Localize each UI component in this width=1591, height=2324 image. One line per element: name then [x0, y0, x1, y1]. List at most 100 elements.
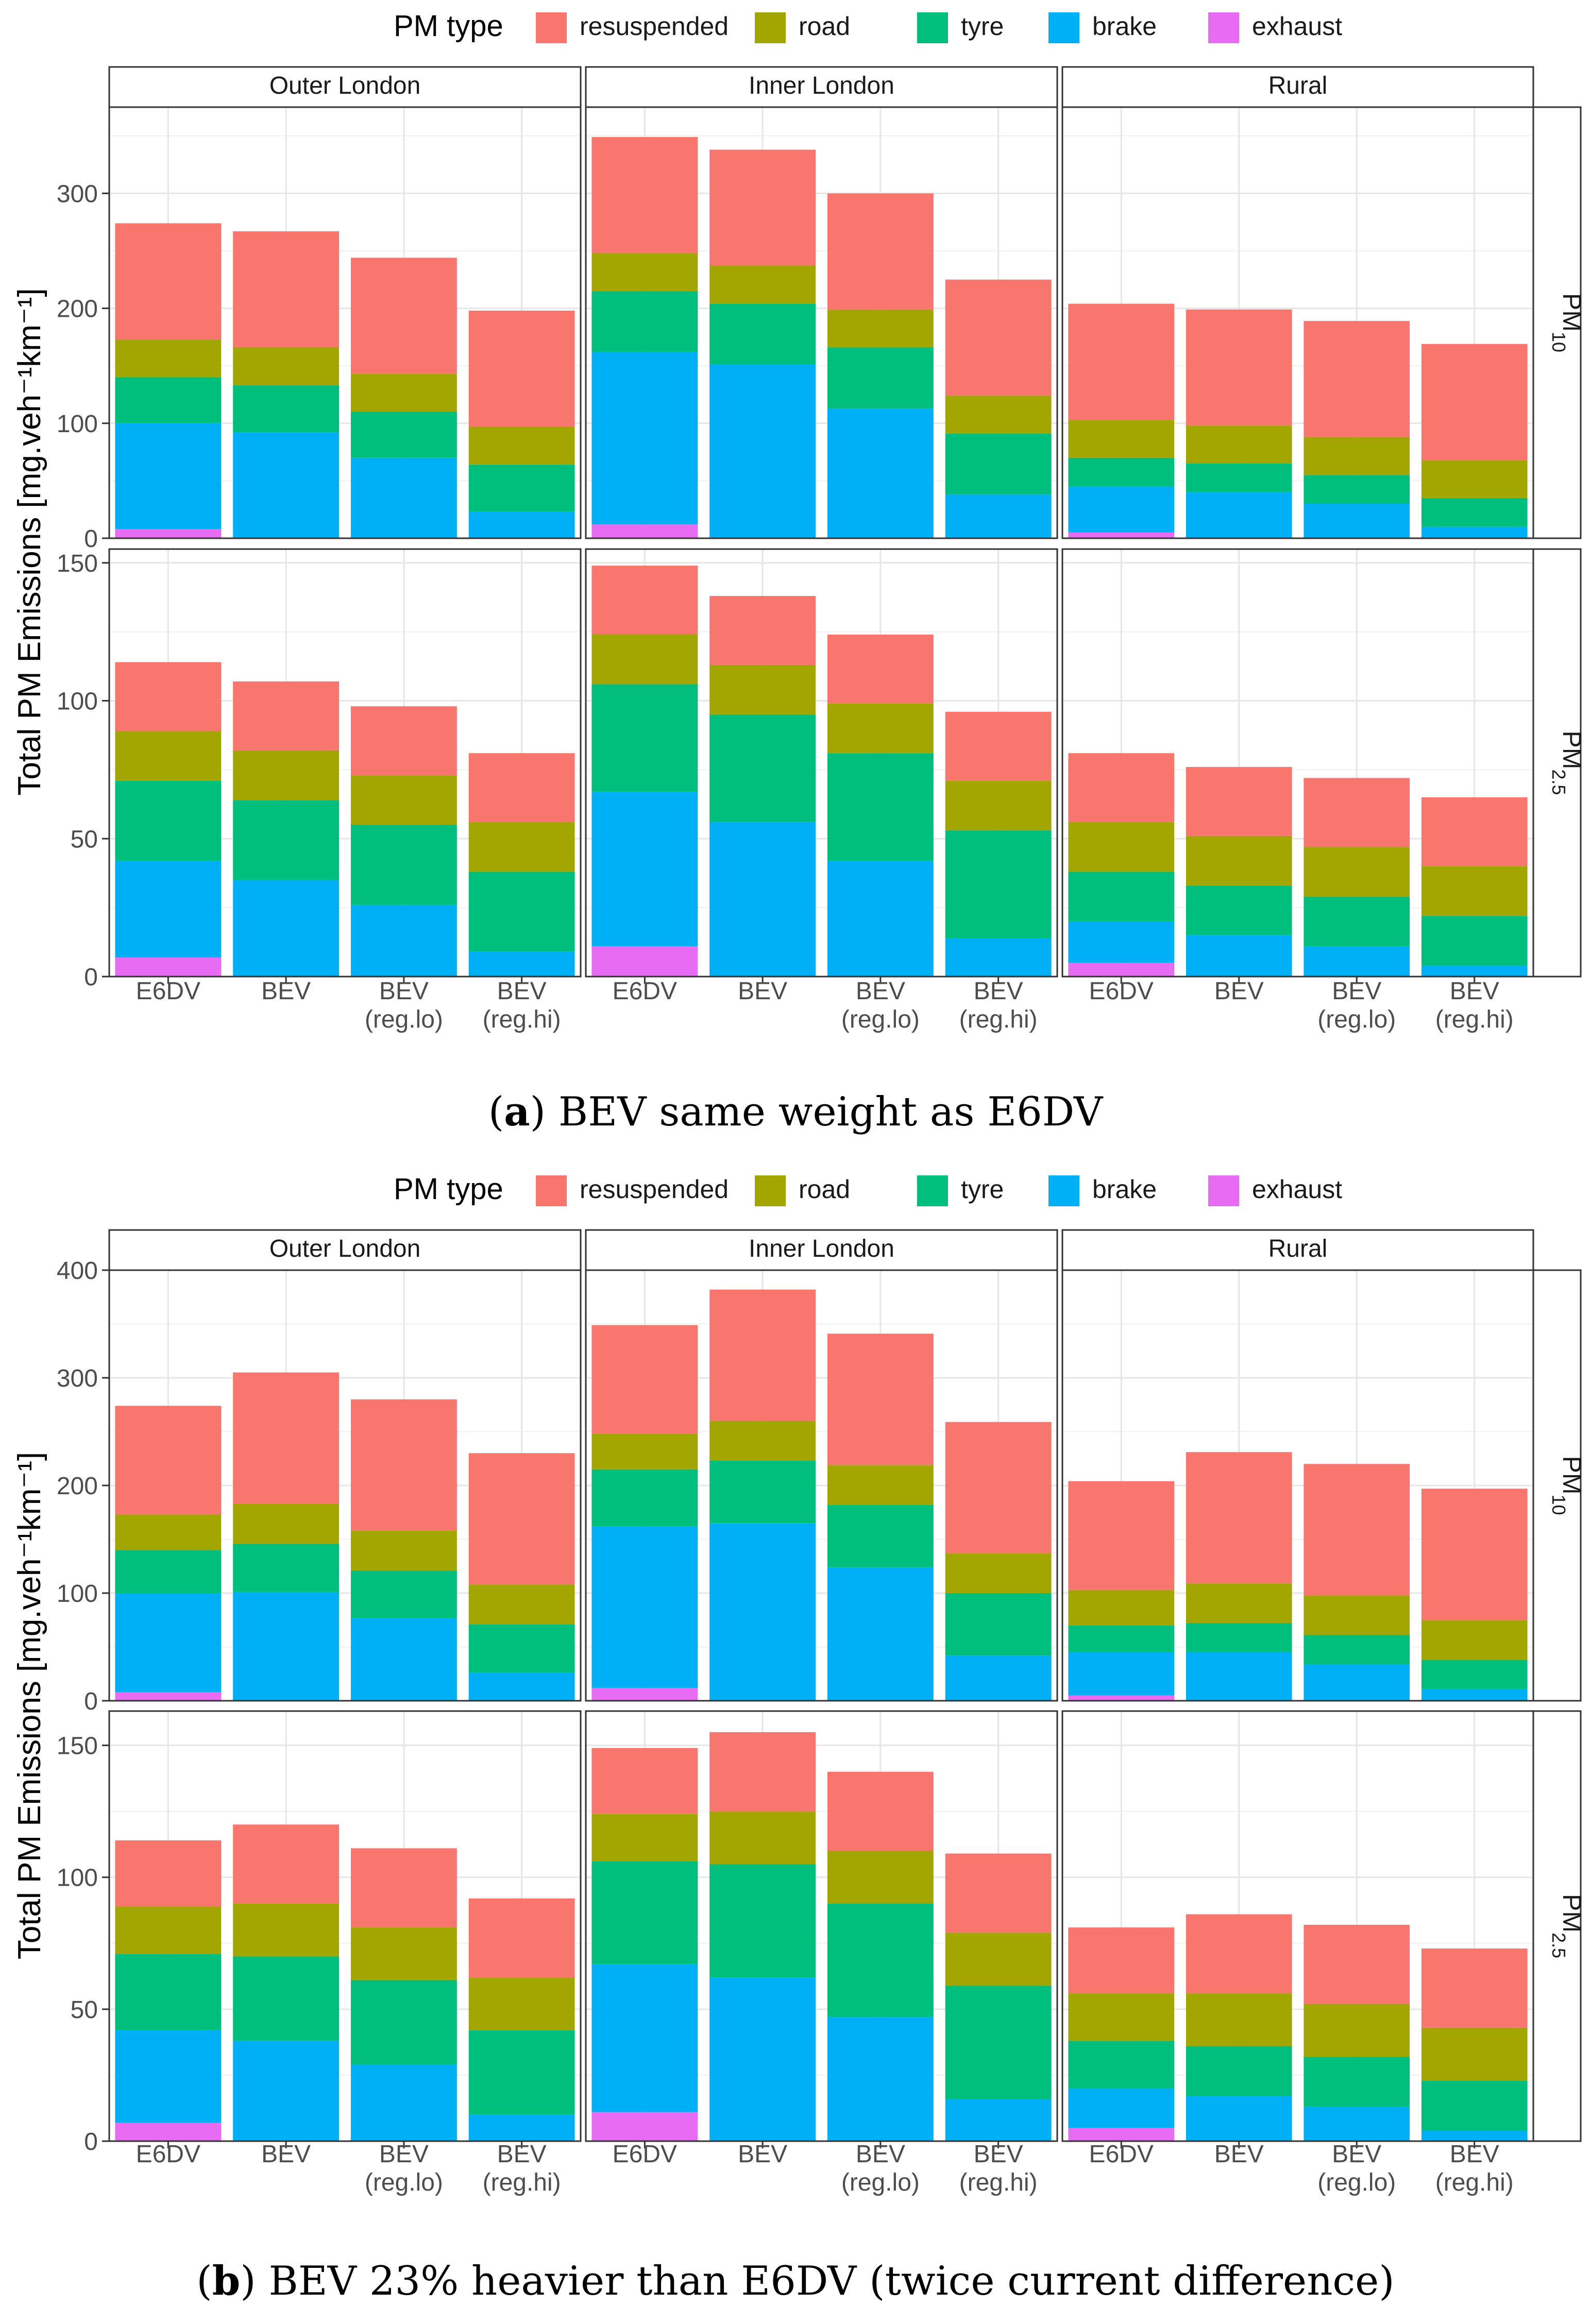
bar-exhaust-e6dv [115, 2123, 222, 2141]
bar-resuspended-bev [709, 596, 816, 665]
bar-road-bev [233, 1503, 340, 1544]
bar-tyre-e6dv [1068, 2041, 1175, 2089]
bar-road-bev-reg-hi [468, 1977, 575, 2030]
bar-road-e6dv [1068, 822, 1175, 872]
bar-tyre-e6dv [591, 1469, 698, 1527]
bar-brake-e6dv [591, 1526, 698, 1688]
bar-resuspended-bev [1186, 767, 1292, 836]
facet-strip-inner-london [585, 66, 1058, 108]
bar-exhaust-e6dv [591, 946, 698, 977]
bar-resuspended-bev-reg-lo [827, 193, 934, 310]
x-tick-label-bev: BEV [1450, 978, 1499, 1005]
x-tick-label-bev: BEV [1450, 2141, 1499, 2168]
row-strip-label-pm10: PM10 [1549, 293, 1587, 352]
panel-rural-pm10 [1061, 106, 1534, 539]
legend-swatch-exhaust [1208, 12, 1239, 43]
legend-label-resuspended: resuspended [580, 12, 729, 41]
bar-tyre-bev [709, 1460, 816, 1524]
legend-swatch-brake [1048, 1175, 1079, 1206]
y-tick-label-0: 0 [84, 1688, 98, 1715]
row-strip-label-pm2-5: PM2.5 [1549, 1894, 1587, 1958]
bar-brake-bev-reg-lo [1304, 2107, 1410, 2141]
panel-border [1061, 1710, 1534, 2142]
facet-strip-outer-london [108, 66, 582, 108]
facet-strip-inner-london [585, 1229, 1058, 1271]
y-axis-title: Total PM Emissions [mg.veh⁻¹km⁻¹] [12, 288, 47, 795]
bar-road-bev [1186, 1993, 1292, 2046]
bar-brake-bev [1186, 935, 1292, 977]
bar-tyre-bev [709, 1864, 816, 1978]
bar-tyre-bev-reg-lo [827, 1505, 934, 1567]
bar-road-e6dv [1068, 1993, 1175, 2041]
bar-brake-e6dv [115, 2030, 222, 2123]
y-tick-label-150: 150 [57, 1733, 98, 1760]
y-tick-label-200: 200 [57, 296, 98, 323]
legend-label-brake: brake [1092, 1175, 1157, 1204]
x-tick-label-reg-hi: (reg.hi) [483, 2169, 561, 2196]
row-strip-label-pm2-5: PM2.5 [1549, 730, 1587, 795]
bar-resuspended-bev-reg-hi [468, 753, 575, 823]
x-tick-label-reg-hi: (reg.hi) [959, 2169, 1038, 2196]
bar-road-bev-reg-lo [350, 1530, 457, 1571]
facet-strip-label-rural: Rural [1268, 1235, 1328, 1262]
y-tick-label-100: 100 [57, 1580, 98, 1608]
bar-road-e6dv [591, 1814, 698, 1861]
panel-inner-london-pm2-5: E6DV BEV BEV(reg.lo)BEV(reg.hi) [585, 548, 1058, 1033]
caption-a: (a) BEV same weight as E6DV [488, 1088, 1104, 1135]
bar-road-bev-reg-lo [827, 703, 934, 754]
bar-resuspended-bev-reg-hi [1421, 1949, 1528, 2028]
bar-tyre-e6dv [1068, 457, 1175, 487]
legend-label-tyre: tyre [961, 12, 1004, 41]
bar-brake-bev-reg-hi [468, 511, 575, 538]
bar-brake-e6dv [591, 352, 698, 525]
bar-tyre-bev-reg-lo [1304, 896, 1410, 947]
bar-tyre-bev-reg-hi [1421, 2080, 1528, 2131]
caption-b: (b) BEV 23% heavier than E6DV (twice cur… [196, 2258, 1394, 2304]
bar-exhaust-e6dv [115, 529, 222, 538]
bar-road-bev-reg-lo [827, 1465, 934, 1505]
x-tick-label-bev: BEV [1332, 2141, 1381, 2168]
bar-resuspended-e6dv [591, 137, 698, 253]
bar-brake-bev-reg-lo [1304, 1664, 1410, 1701]
x-tick-label-reg-hi: (reg.hi) [483, 1006, 561, 1033]
bar-resuspended-e6dv [591, 1748, 698, 1814]
y-tick-label-200: 200 [57, 1473, 98, 1500]
x-tick-label-bev: BEV [497, 978, 547, 1005]
bar-exhaust-e6dv [1068, 963, 1175, 977]
bar-exhaust-e6dv [1068, 1695, 1175, 1701]
bar-road-bev-reg-lo [827, 309, 934, 348]
legend-swatch-brake [1048, 12, 1079, 43]
bar-brake-bev-reg-hi [1421, 965, 1528, 977]
bar-tyre-bev-reg-hi [468, 1624, 575, 1673]
legend-title: PM type [394, 1172, 503, 1206]
panel-border [585, 106, 1058, 539]
bar-tyre-bev-reg-hi [1421, 1660, 1528, 1689]
bar-tyre-bev-reg-lo [350, 1570, 457, 1618]
bar-resuspended-bev [709, 1289, 816, 1421]
bar-road-e6dv [1068, 1590, 1175, 1626]
x-tick-label-bev: BEV [261, 978, 311, 1005]
y-axis-title: Total PM Emissions [mg.veh⁻¹km⁻¹] [12, 1452, 47, 1959]
bar-brake-bev-reg-hi [945, 2099, 1052, 2141]
legend-a: PM type resuspended road tyre brake exhaust [394, 9, 1342, 43]
bar-resuspended-bev-reg-lo [350, 258, 457, 374]
bar-resuspended-bev-reg-hi [945, 279, 1052, 396]
bar-brake-bev-reg-lo [827, 861, 934, 977]
x-tick-label-bev: BEV [497, 2141, 547, 2168]
bar-resuspended-e6dv [1068, 1481, 1175, 1590]
legend-label-tyre: tyre [961, 1175, 1004, 1204]
bar-resuspended-bev-reg-lo [1304, 778, 1410, 847]
bar-tyre-bev-reg-hi [945, 433, 1052, 495]
bar-tyre-bev [709, 714, 816, 823]
bar-tyre-e6dv [1068, 1625, 1175, 1652]
y-tick-label-0: 0 [84, 964, 98, 991]
x-tick-label-e6dv: E6DV [613, 978, 677, 1005]
bar-resuspended-bev-reg-hi [468, 1898, 575, 1978]
facet-strip-label-outer-london: Outer London [269, 1235, 421, 1262]
x-tick-label-reg-hi: (reg.hi) [959, 1006, 1038, 1033]
panel-border [585, 1269, 1058, 1702]
bar-resuspended-bev-reg-hi [1421, 344, 1528, 460]
bar-road-bev-reg-hi [468, 1584, 575, 1625]
bar-brake-bev [233, 432, 340, 538]
bar-brake-bev [709, 822, 816, 977]
